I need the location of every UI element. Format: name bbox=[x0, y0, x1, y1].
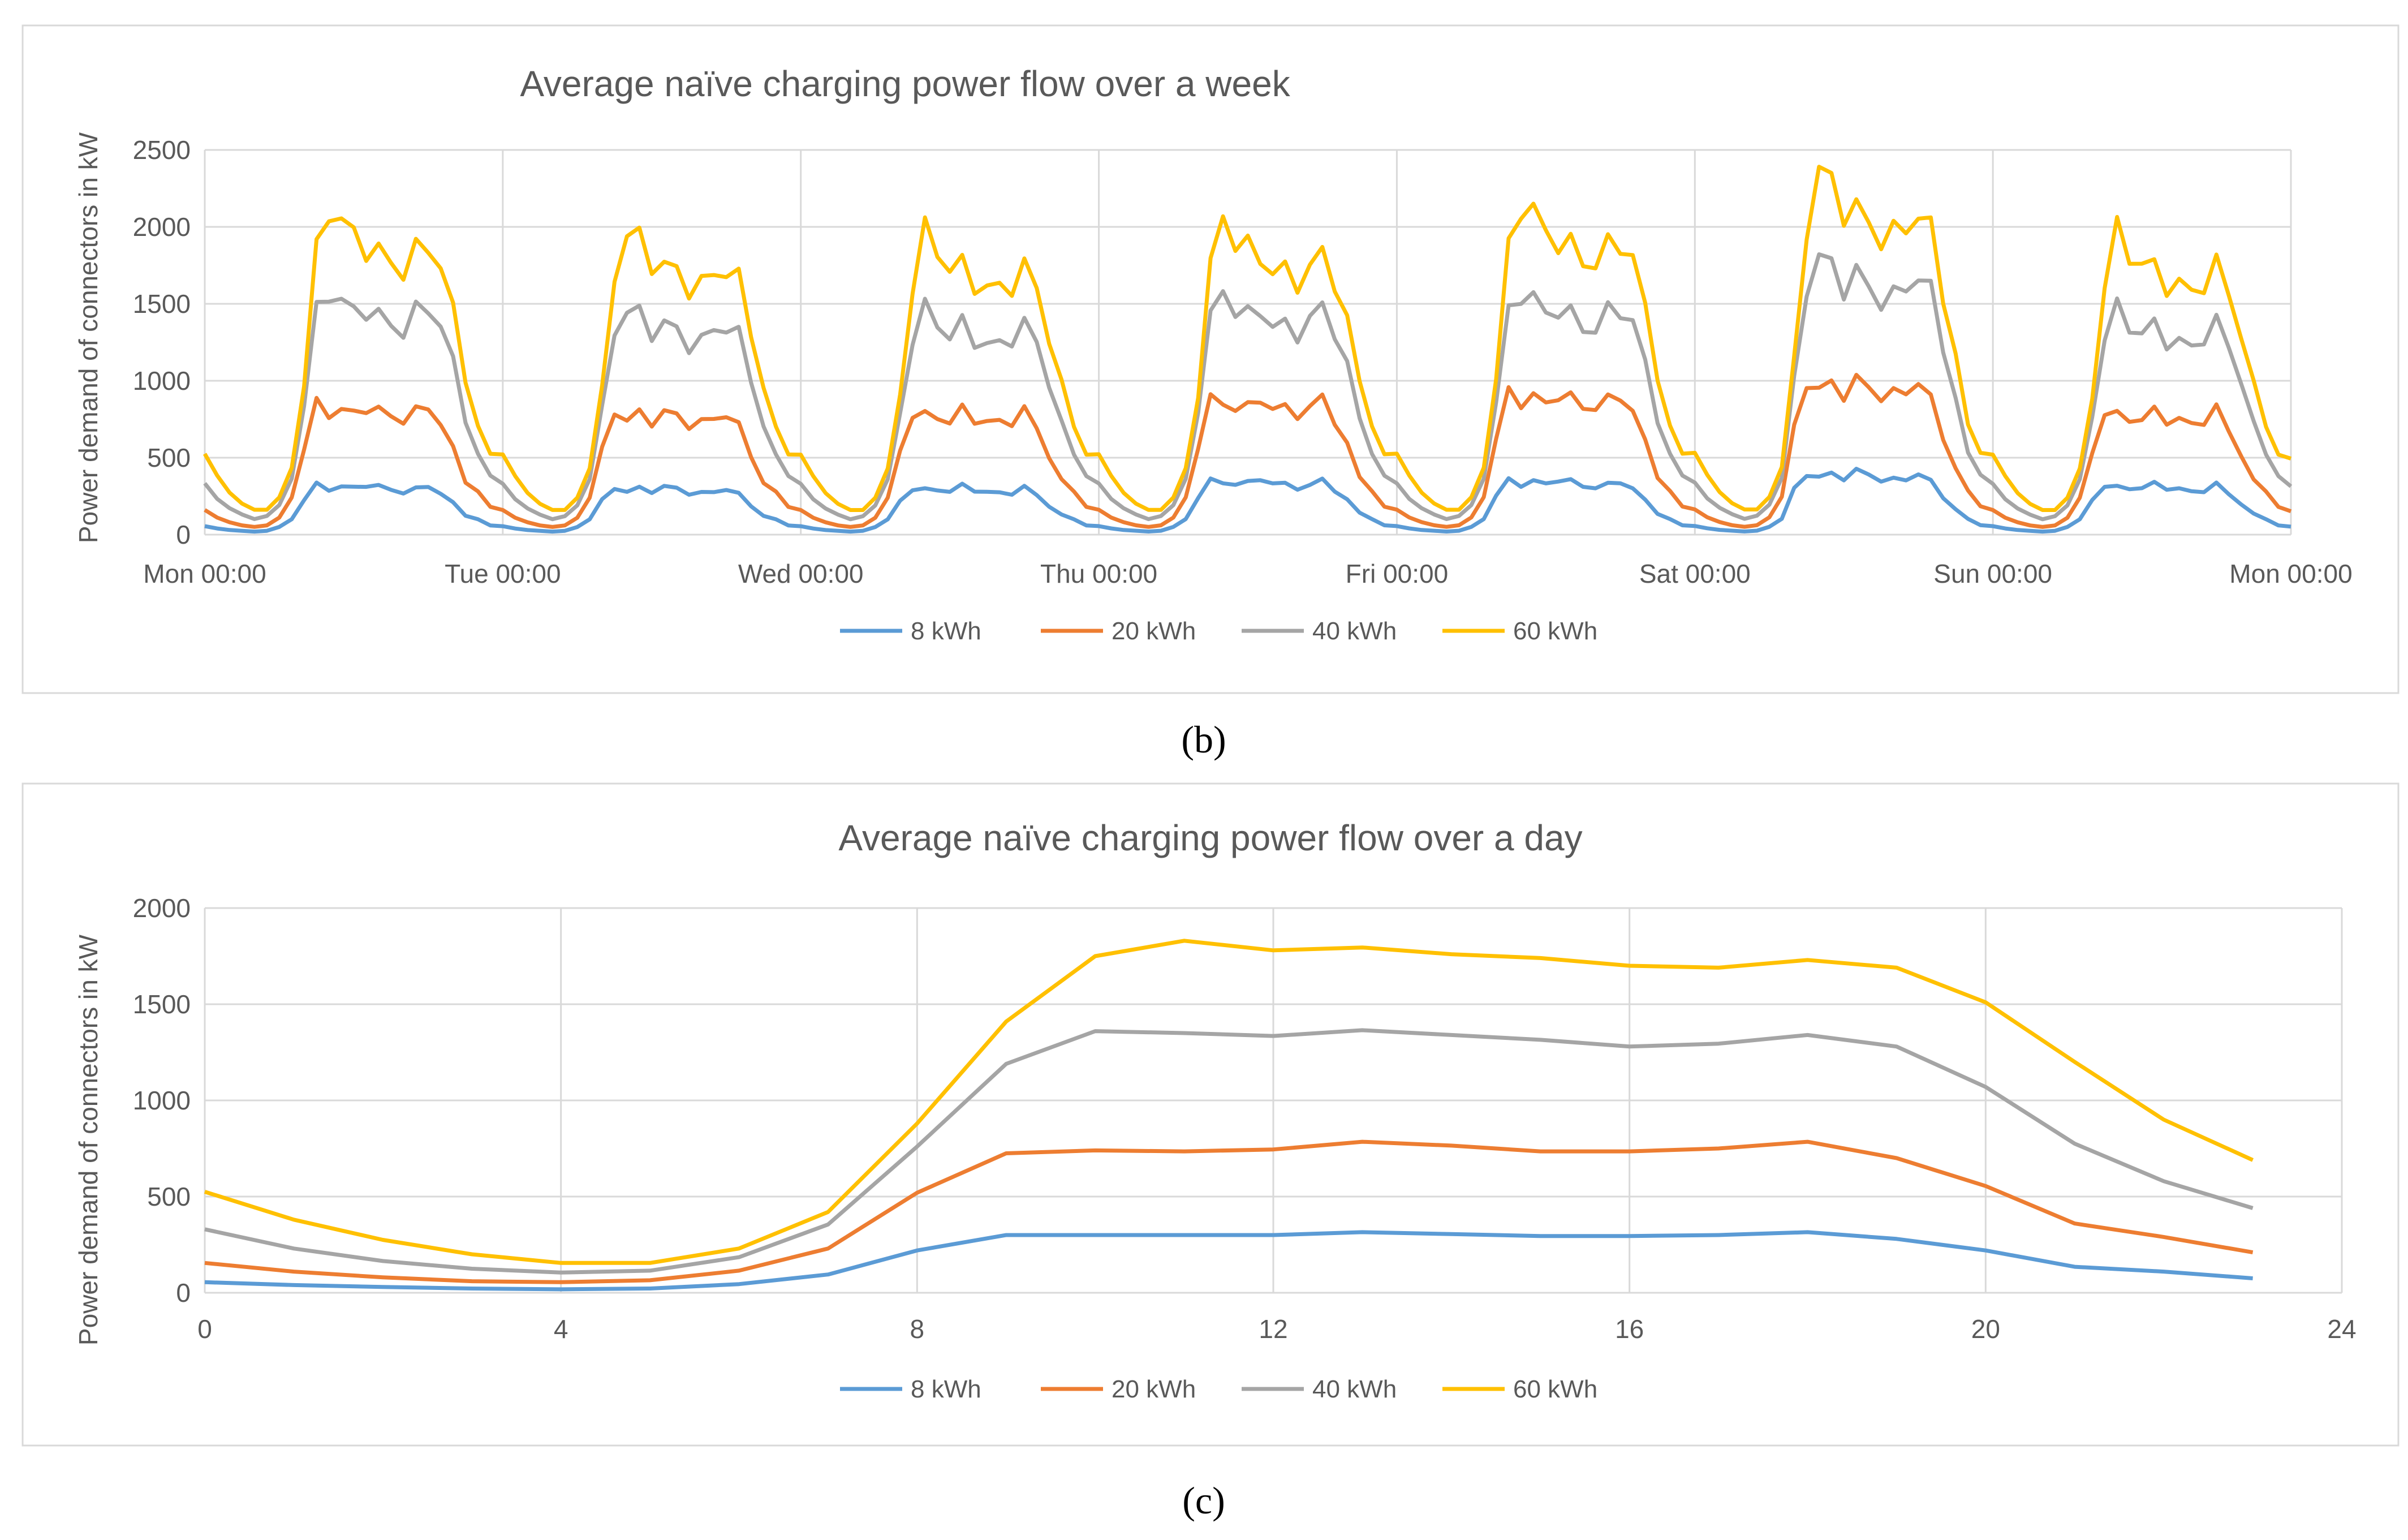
legend-label: 40 kWh bbox=[1312, 617, 1397, 645]
chart-week-xtick-label: Sun 00:00 bbox=[1933, 559, 2052, 588]
chart-day-xtick-label: 16 bbox=[1615, 1314, 1644, 1344]
chart-week: Average naïve charging power flow over a… bbox=[21, 24, 2400, 694]
legend-label: 8 kWh bbox=[911, 617, 981, 645]
chart-week-ytick-label: 500 bbox=[147, 443, 191, 472]
chart-week-xtick-label: Mon 00:00 bbox=[143, 559, 266, 588]
chart-day: Average naïve charging power flow over a… bbox=[21, 782, 2400, 1447]
legend-label: 60 kWh bbox=[1513, 617, 1597, 645]
chart-week-ytick-label: 1500 bbox=[133, 289, 191, 319]
chart-week-yticks: 0 500 1000 1500 2000 2500 bbox=[133, 135, 191, 549]
chart-day-title: Average naïve charging power flow over a… bbox=[838, 818, 1582, 858]
chart-day-xticks: 0 4 8 12 16 20 24 bbox=[197, 1314, 2356, 1344]
chart-week-xtick-label: Fri 00:00 bbox=[1346, 559, 1449, 588]
chart-week-legend: 8 kWh 20 kWh 40 kWh 60 kWh bbox=[840, 617, 1597, 645]
chart-day-ytick-label: 1500 bbox=[133, 990, 191, 1019]
legend-label: 20 kWh bbox=[1112, 617, 1196, 645]
chart-week-xtick-label: Wed 00:00 bbox=[738, 559, 864, 588]
chart-week-ylabel: Power demand of connectors in kW bbox=[74, 132, 103, 543]
chart-day-legend: 8 kWh 20 kWh 40 kWh 60 kWh bbox=[840, 1375, 1597, 1403]
chart-week-title: Average naïve charging power flow over a… bbox=[520, 63, 1290, 104]
chart-day-series bbox=[204, 939, 2254, 1292]
chart-week-xtick-label: Thu 00:00 bbox=[1040, 559, 1157, 588]
chart-day-line-40-kwh bbox=[204, 1028, 2254, 1275]
chart-day-ytick-label: 1000 bbox=[133, 1086, 191, 1115]
chart-week-xtick-label: Tue 00:00 bbox=[445, 559, 561, 588]
legend-label: 8 kWh bbox=[911, 1375, 981, 1403]
chart-day-xtick-label: 12 bbox=[1259, 1314, 1287, 1344]
chart-week-xtick-label: Mon 00:00 bbox=[2229, 559, 2352, 588]
chart-week-xtick-label: Sat 00:00 bbox=[1639, 559, 1751, 588]
legend-label: 20 kWh bbox=[1112, 1375, 1196, 1403]
chart-day-xtick-label: 20 bbox=[1971, 1314, 2000, 1344]
chart-day-yticks: 0 500 1000 1500 2000 bbox=[133, 893, 191, 1307]
chart-day-ytick-label: 500 bbox=[147, 1182, 191, 1211]
chart-day-line-8-kwh bbox=[204, 1230, 2253, 1292]
chart-day-ylabel: Power demand of connectors in kW bbox=[74, 934, 103, 1345]
chart-week-frame bbox=[21, 24, 2400, 694]
chart-day-xtick-label: 4 bbox=[554, 1314, 568, 1344]
caption-c: (c) bbox=[1182, 1479, 1225, 1522]
chart-week-xticks: Mon 00:00 Tue 00:00 Wed 00:00 Thu 00:00 Fri … bbox=[143, 559, 2352, 588]
caption-b: (b) bbox=[1181, 718, 1226, 761]
legend-label: 60 kWh bbox=[1513, 1375, 1597, 1403]
chart-week-line-8-kwh bbox=[204, 467, 2291, 534]
chart-week-ytick-label: 0 bbox=[176, 520, 191, 549]
chart-day-xtick-label: 24 bbox=[2327, 1314, 2356, 1344]
chart-week-series bbox=[203, 165, 2293, 534]
chart-day-line-20-kwh bbox=[204, 1139, 2254, 1284]
chart-day-frame bbox=[21, 782, 2400, 1447]
chart-day-grid bbox=[204, 907, 2343, 1294]
chart-day-ytick-label: 0 bbox=[176, 1278, 191, 1307]
chart-week-grid bbox=[204, 149, 2292, 536]
chart-week-ytick-label: 1000 bbox=[133, 366, 191, 395]
chart-day-xtick-label: 8 bbox=[910, 1314, 925, 1344]
chart-week-ytick-label: 2000 bbox=[133, 212, 191, 242]
chart-day-xtick-label: 0 bbox=[197, 1314, 212, 1344]
chart-week-line-40-kwh bbox=[203, 252, 2293, 522]
legend-label: 40 kWh bbox=[1312, 1375, 1397, 1403]
chart-day-ytick-label: 2000 bbox=[133, 893, 191, 923]
chart-week-ytick-label: 2500 bbox=[133, 135, 191, 165]
chart-week-line-20-kwh bbox=[204, 373, 2292, 529]
chart-week-line-60-kwh bbox=[203, 165, 2292, 512]
chart-day-line-60-kwh bbox=[204, 939, 2254, 1265]
